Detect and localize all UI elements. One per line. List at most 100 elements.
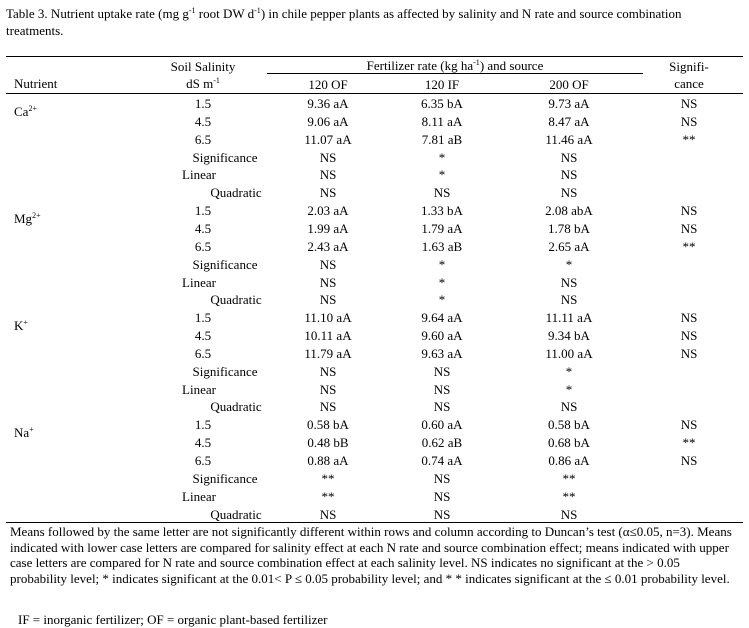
table-cell-sig: ** [682, 435, 696, 451]
nutrient-symbol: K [14, 318, 24, 334]
stat-label: Quadratic [210, 185, 262, 201]
stat-cell-if120: NS [433, 185, 451, 201]
table-cell-if120: 1.79 aA [421, 220, 463, 236]
table-cell-of200: 2.65 aA [548, 238, 590, 254]
col-header-salinity-unit: dS m-1 [186, 76, 220, 91]
table-cell-if120: 9.63 aA [421, 345, 463, 361]
nutrient-charge: 2+ [32, 210, 41, 220]
table-cell-salinity: 6.5 [194, 131, 212, 147]
stat-cell-if120: * [438, 274, 446, 290]
stat-label: Linear [182, 274, 216, 290]
stat-cell-of120: NS [319, 399, 337, 415]
table-cell-salinity: 1.5 [194, 417, 212, 433]
stat-cell-of120: NS [319, 185, 337, 201]
table-cell-if120: 1.63 aB [421, 238, 463, 254]
fert-sup: -1 [473, 58, 480, 67]
col-header-fertilizer: Fertilizer rate (kg ha-1) and source [367, 58, 544, 73]
table-cell-of200: 1.78 bA [548, 220, 590, 236]
stat-cell-of120: NS [319, 381, 337, 397]
stat-cell-of200: * [565, 381, 573, 397]
caption-sup: -1 [188, 6, 196, 15]
col-header-salinity: Soil Salinity [170, 59, 236, 74]
table-cell-salinity: 1.5 [194, 310, 212, 326]
stat-cell-if120: NS [433, 470, 451, 486]
stat-cell-of200: NS [560, 506, 578, 522]
table-cell-of120: 11.79 aA [304, 345, 352, 361]
table-cell-sig: NS [680, 113, 698, 129]
table-cell-sig: ** [682, 238, 696, 254]
stat-cell-if120: * [438, 292, 446, 308]
table-cell-sig: NS [680, 203, 698, 219]
stat-cell-of120: NS [319, 363, 337, 379]
stat-label: Linear [182, 381, 216, 397]
table-cell-of120: 0.58 bA [307, 417, 349, 433]
table-cell-sig: NS [680, 417, 698, 433]
caption-part: ) in chile pepper plants as affected by … [6, 6, 682, 38]
header-bottom-rule [6, 93, 743, 94]
stat-label: Quadratic [210, 292, 262, 308]
table-cell-salinity: 4.5 [194, 435, 212, 451]
table-cell-if120: 0.74 aA [421, 453, 463, 468]
table-cell-sig: NS [680, 453, 698, 468]
stat-cell-of120: NS [319, 149, 337, 165]
stat-cell-of200: * [565, 363, 573, 379]
stat-cell-of200: ** [562, 488, 576, 504]
table-cell-salinity: 6.5 [194, 453, 212, 468]
table-cell-of200: 0.68 bA [548, 435, 590, 451]
table-bottom-rule [6, 522, 743, 523]
col-header-120-if: 120 IF [424, 77, 460, 92]
nutrient-label: Mg2+ [14, 211, 41, 226]
table-cell-sig: NS [680, 220, 698, 236]
table-cell-salinity: 1.5 [194, 203, 212, 219]
col-header-nutrient: Nutrient [14, 76, 58, 91]
nutrient-charge: + [23, 318, 28, 328]
col-header-200-of: 200 OF [549, 77, 589, 92]
stat-label: Quadratic [210, 506, 262, 522]
table-cell-sig: ** [682, 131, 696, 147]
table-cell-if120: 1.33 bA [421, 203, 463, 219]
col-header-120-of: 120 OF [308, 77, 348, 92]
table-cell-if120: 7.81 aB [421, 131, 463, 147]
nutrient-label: Ca2+ [14, 104, 37, 119]
nutrient-label: K+ [14, 318, 28, 333]
table-cell-of120: 9.06 aA [307, 113, 349, 129]
stat-cell-if120: NS [433, 399, 451, 415]
table-cell-if120: 9.64 aA [421, 310, 463, 326]
table-cell-of200: 9.73 aA [548, 96, 590, 111]
table-cell-of120: 0.88 aA [307, 453, 349, 468]
table-cell-of200: 2.08 abA [545, 203, 593, 219]
spanner-rule [267, 73, 643, 74]
table-cell-if120: 8.11 aA [421, 113, 463, 129]
nutrient-label: Na+ [14, 425, 34, 440]
table-cell-of200: 0.86 aA [548, 453, 590, 468]
stat-cell-of120: NS [319, 256, 337, 272]
caption-part: root DW d [195, 6, 255, 21]
table-cell-of200: 11.00 aA [545, 345, 593, 361]
table-cell-of120: 0.48 bB [307, 435, 349, 451]
table-cell-sig: NS [680, 328, 698, 344]
table-cell-of200: 0.58 bA [548, 417, 590, 433]
nutrient-charge: 2+ [28, 103, 37, 113]
table-cell-of120: 1.99 aA [307, 220, 349, 236]
stat-cell-of200: NS [560, 167, 578, 183]
stat-label: Quadratic [210, 399, 262, 415]
stat-cell-if120: * [438, 256, 446, 272]
salinity-unit-base: dS m [186, 76, 214, 91]
table-cell-of120: 2.43 aA [307, 238, 349, 254]
table-cell-salinity: 4.5 [194, 220, 212, 236]
stat-cell-if120: * [438, 167, 446, 183]
table-cell-of200: 11.11 aA [545, 310, 593, 326]
table-cell-if120: 9.60 aA [421, 328, 463, 344]
caption-sup: -1 [254, 6, 261, 15]
stat-cell-of200: NS [560, 274, 578, 290]
table-cell-of200: 9.34 bA [548, 328, 590, 344]
salinity-unit-sup: -1 [213, 76, 220, 85]
stat-label: Linear [182, 488, 216, 504]
table-cell-of120: 10.11 aA [304, 328, 352, 344]
stat-cell-of120: ** [321, 488, 335, 504]
stat-cell-if120: NS [433, 363, 451, 379]
stat-label: Significance [192, 470, 258, 486]
table-cell-if120: 0.60 aA [421, 417, 463, 433]
table-cell-if120: 6.35 bA [421, 96, 463, 111]
table-cell-of120: 2.03 aA [307, 203, 349, 219]
